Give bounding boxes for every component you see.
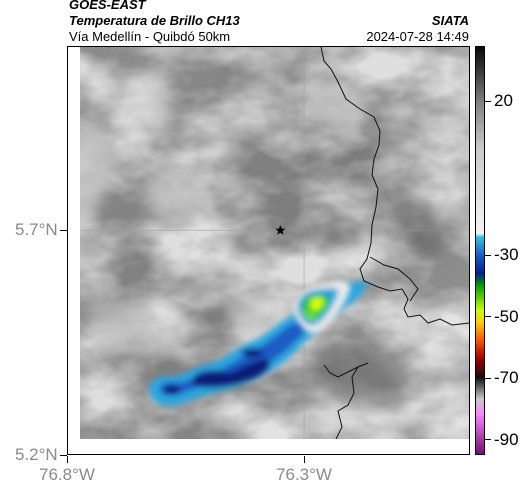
map-title: Temperatura de Brillo CH13 [69, 13, 240, 28]
x-tick-mark [66, 456, 68, 463]
colorbar-tick-mark [485, 316, 491, 318]
colorbar-tick-label: -30 [494, 245, 519, 265]
product-name: GOES-EAST [69, 0, 146, 12]
colorbar-tick-mark [485, 254, 491, 256]
map-canvas [68, 47, 469, 454]
colorbar-tick-label: 20 [494, 91, 513, 111]
map-subtitle: Vía Medellín - Quibdó 50km [69, 29, 231, 44]
y-tick-mark [60, 454, 67, 456]
map-left-strip [68, 47, 80, 439]
colorbar-tick-label: -70 [494, 368, 519, 388]
location-marker-star [275, 225, 286, 235]
y-tick-mark [60, 229, 67, 231]
x-tick-label: 76.8°W [39, 465, 95, 484]
satellite-map[interactable] [67, 46, 470, 455]
colorbar-tick-mark [485, 439, 491, 441]
colorbar-tick-label: -90 [494, 429, 519, 449]
convective-core [293, 280, 351, 334]
grid-lines [68, 47, 469, 454]
colorbar-tick-mark [485, 377, 491, 379]
cloud-texture [68, 47, 469, 439]
colorbar-tick-mark [485, 100, 491, 102]
colorbar [475, 46, 485, 455]
y-tick-label: 5.2°N [15, 445, 58, 464]
x-tick-label: 76.3°W [276, 465, 332, 484]
department-boundaries [320, 47, 469, 440]
colorbar-tick-label: -50 [494, 306, 519, 326]
image-datetime: 2024-07-28 14:49 [366, 29, 469, 44]
agency-label: SIATA [431, 13, 469, 28]
cloud-bands [73, 67, 441, 413]
map-bottom-strip [68, 439, 469, 454]
y-tick-label: 5.7°N [15, 220, 58, 240]
x-tick-mark [303, 456, 305, 463]
